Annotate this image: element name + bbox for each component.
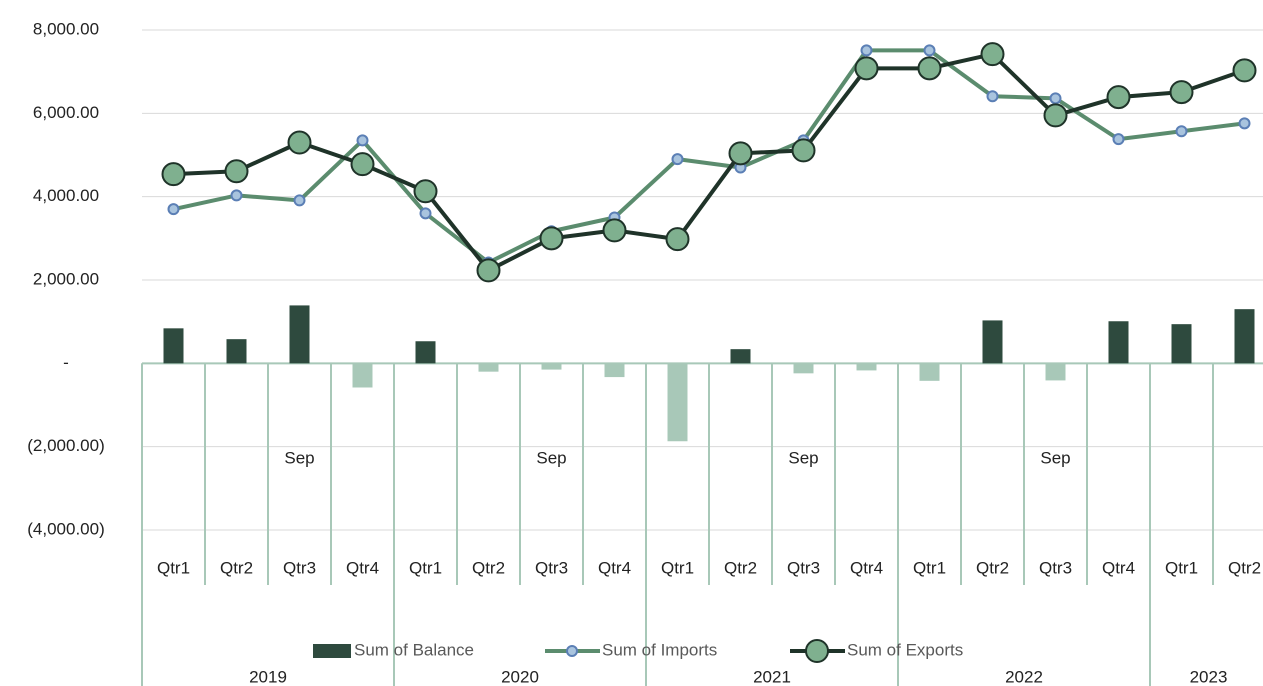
x-tick-label: Qtr2 [472, 558, 505, 577]
marker [1106, 85, 1131, 110]
bar [226, 339, 247, 364]
marker [167, 203, 180, 216]
marker [224, 159, 249, 184]
x-tick-label: Qtr2 [724, 558, 757, 577]
bar [667, 363, 688, 442]
marker [1232, 58, 1257, 83]
marker [230, 189, 243, 202]
y-tick-label: - [63, 353, 69, 372]
marker [476, 258, 501, 283]
marker [1175, 125, 1188, 138]
year-label: 2019 [249, 667, 287, 686]
x-tick-label: Qtr1 [409, 558, 442, 577]
legend-label: Sum of Exports [847, 640, 963, 659]
marker [1169, 80, 1194, 105]
bar [289, 305, 310, 364]
marker [980, 42, 1005, 67]
month-label: Sep [536, 448, 566, 467]
marker [923, 44, 936, 57]
bar [793, 363, 814, 374]
marker [1112, 133, 1125, 146]
marker [986, 90, 999, 103]
x-tick-label: Qtr1 [661, 558, 694, 577]
bar [352, 363, 373, 388]
x-tick-label: Qtr4 [598, 558, 631, 577]
y-tick-label: (2,000.00) [27, 436, 105, 455]
bar [163, 328, 184, 364]
month-label: Sep [284, 448, 314, 467]
legend-marker [566, 645, 578, 657]
marker [419, 207, 432, 220]
bar [541, 363, 562, 370]
x-tick-label: Qtr1 [1165, 558, 1198, 577]
marker [293, 194, 306, 207]
y-tick-label: 8,000.00 [33, 19, 99, 38]
bar [982, 320, 1003, 364]
bar [1234, 309, 1255, 364]
x-tick-label: Qtr2 [220, 558, 253, 577]
marker [671, 153, 684, 166]
bar [730, 349, 751, 364]
marker [161, 162, 186, 187]
line [173, 48, 1245, 265]
month-label: Sep [788, 448, 818, 467]
y-tick-label: (4,000.00) [27, 519, 105, 538]
bar [919, 363, 940, 381]
legend-label: Sum of Balance [354, 640, 474, 659]
marker [287, 130, 312, 155]
legend-marker [805, 639, 829, 663]
legend-label: Sum of Imports [602, 640, 717, 659]
x-tick-label: Qtr1 [913, 558, 946, 577]
y-tick-label: 2,000.00 [33, 269, 99, 288]
marker [1238, 117, 1251, 130]
marker [602, 218, 627, 243]
year-label: 2020 [501, 667, 539, 686]
year-label: 2022 [1005, 667, 1043, 686]
marker [356, 134, 369, 147]
marker [791, 138, 816, 163]
x-tick-label: Qtr3 [787, 558, 820, 577]
bar [604, 363, 625, 378]
x-tick-label: Qtr2 [976, 558, 1009, 577]
year-label: 2021 [753, 667, 791, 686]
bar [1045, 363, 1066, 381]
bar [478, 363, 499, 372]
marker [665, 227, 690, 252]
year-label: 2023 [1190, 667, 1228, 686]
x-tick-label: Qtr1 [157, 558, 190, 577]
x-tick-label: Qtr4 [1102, 558, 1135, 577]
bar [856, 363, 877, 371]
marker [917, 56, 942, 81]
legend-swatch [313, 644, 351, 658]
x-tick-label: Qtr4 [850, 558, 883, 577]
marker [860, 44, 873, 57]
marker [854, 56, 879, 81]
legend: Sum of Balance Sum of Imports Sum of Expor… [313, 639, 963, 663]
bar [415, 341, 436, 364]
marker [1049, 92, 1062, 105]
x-tick-label: Qtr3 [1039, 558, 1072, 577]
x-tick-label: Qtr4 [346, 558, 379, 577]
y-tick-label: 6,000.00 [33, 103, 99, 122]
x-tick-label: Qtr3 [535, 558, 568, 577]
marker [728, 141, 753, 166]
marker [539, 226, 564, 251]
x-tick-label: Qtr3 [283, 558, 316, 577]
marker [413, 179, 438, 204]
bar [1108, 321, 1129, 364]
bar [1171, 324, 1192, 364]
marker [350, 152, 375, 177]
x-tick-label: Qtr2 [1228, 558, 1261, 577]
y-tick-label: 4,000.00 [33, 186, 99, 205]
marker [1043, 103, 1068, 128]
month-label: Sep [1040, 448, 1070, 467]
